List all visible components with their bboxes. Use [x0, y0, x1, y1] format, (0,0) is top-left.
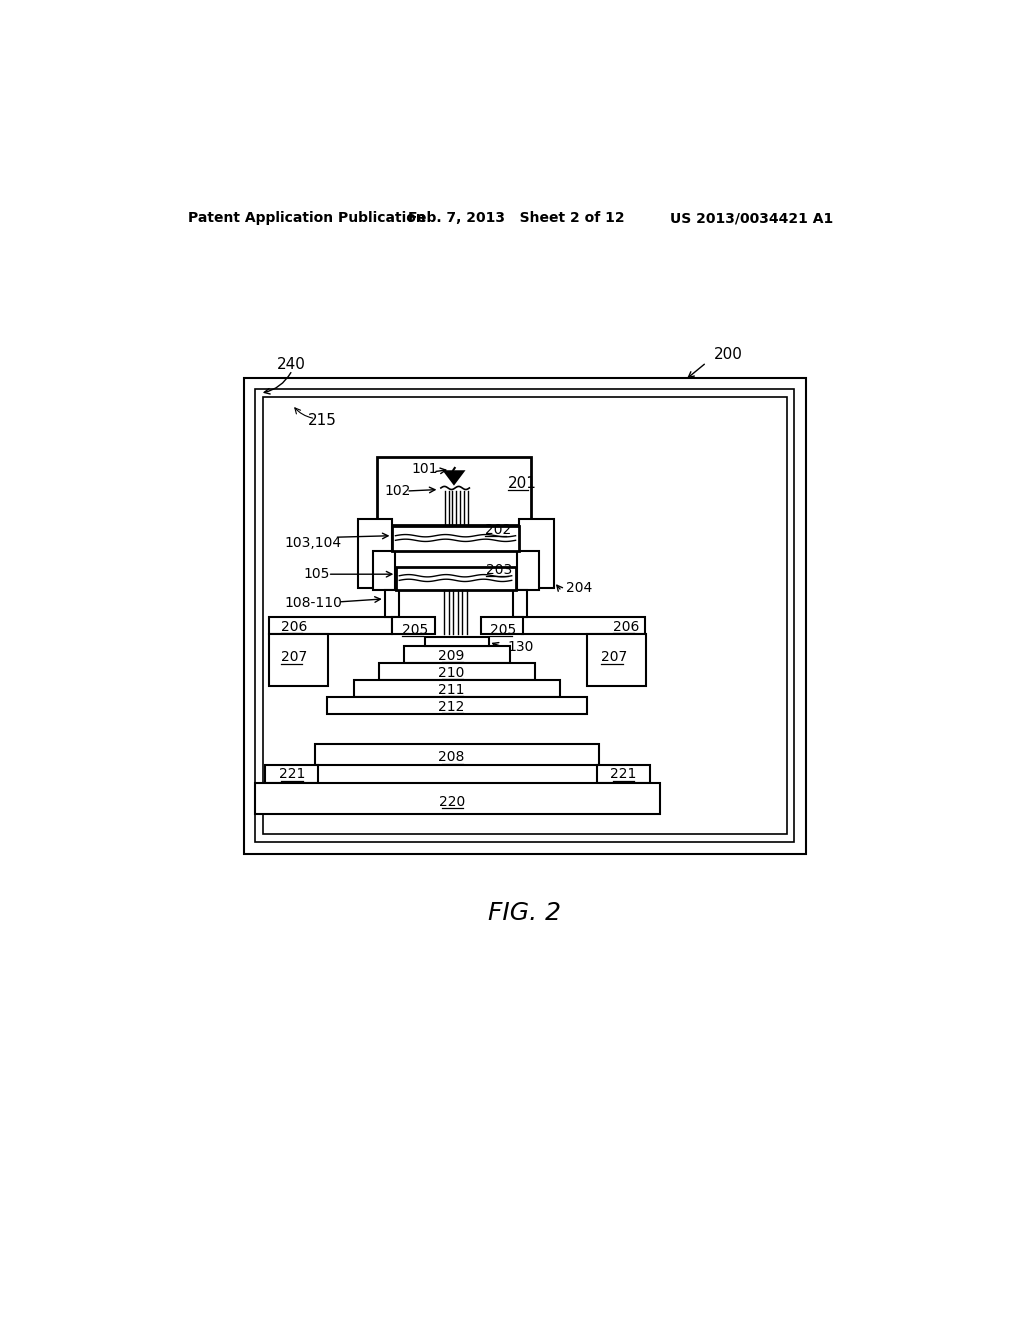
- Bar: [396, 566, 515, 590]
- Bar: [255, 783, 659, 813]
- Text: 208: 208: [438, 751, 465, 764]
- Text: 209: 209: [438, 649, 465, 663]
- Text: 215: 215: [307, 413, 337, 428]
- Text: Patent Application Publication: Patent Application Publication: [188, 211, 426, 226]
- Text: 205: 205: [490, 623, 516, 636]
- Bar: [373, 552, 394, 590]
- Bar: [379, 663, 535, 680]
- Text: 204: 204: [565, 581, 592, 595]
- Bar: [392, 616, 435, 635]
- Text: Feb. 7, 2013   Sheet 2 of 12: Feb. 7, 2013 Sheet 2 of 12: [408, 211, 625, 226]
- Text: 221: 221: [280, 767, 305, 781]
- Bar: [263, 397, 786, 834]
- Text: 221: 221: [610, 767, 637, 781]
- Polygon shape: [442, 470, 466, 486]
- Text: 210: 210: [438, 665, 465, 680]
- Text: 207: 207: [281, 651, 307, 664]
- Text: FIG. 2: FIG. 2: [488, 902, 561, 925]
- Bar: [377, 457, 531, 525]
- Text: 220: 220: [438, 795, 465, 809]
- Text: 101: 101: [412, 462, 438, 477]
- Bar: [315, 743, 599, 766]
- Text: 205: 205: [401, 623, 428, 636]
- Text: 202: 202: [484, 523, 511, 536]
- Text: 211: 211: [438, 682, 465, 697]
- Bar: [521, 616, 645, 635]
- Text: 105: 105: [304, 568, 330, 581]
- Text: US 2013/0034421 A1: US 2013/0034421 A1: [670, 211, 833, 226]
- Text: 108-110: 108-110: [285, 597, 342, 610]
- Bar: [269, 635, 328, 686]
- Text: 130: 130: [508, 640, 535, 653]
- Bar: [517, 552, 539, 590]
- Text: 206: 206: [612, 620, 639, 635]
- Bar: [269, 616, 392, 635]
- Bar: [354, 680, 560, 697]
- Text: 201: 201: [508, 475, 537, 491]
- Text: 206: 206: [281, 620, 307, 635]
- Bar: [385, 590, 398, 616]
- Text: 207: 207: [601, 651, 628, 664]
- Bar: [255, 389, 795, 842]
- Bar: [357, 519, 392, 589]
- Bar: [244, 378, 806, 854]
- Bar: [481, 616, 523, 635]
- Bar: [519, 519, 554, 589]
- Bar: [327, 697, 587, 714]
- Bar: [597, 766, 649, 783]
- Text: 203: 203: [486, 562, 513, 577]
- Text: 200: 200: [714, 347, 743, 362]
- Bar: [392, 527, 519, 552]
- Bar: [425, 636, 488, 645]
- Bar: [587, 635, 646, 686]
- Bar: [265, 766, 317, 783]
- Text: 103,104: 103,104: [285, 536, 342, 550]
- Text: 102: 102: [385, 484, 411, 498]
- Bar: [403, 645, 510, 663]
- Text: 240: 240: [276, 358, 306, 372]
- Bar: [513, 590, 527, 616]
- Text: 212: 212: [438, 700, 465, 714]
